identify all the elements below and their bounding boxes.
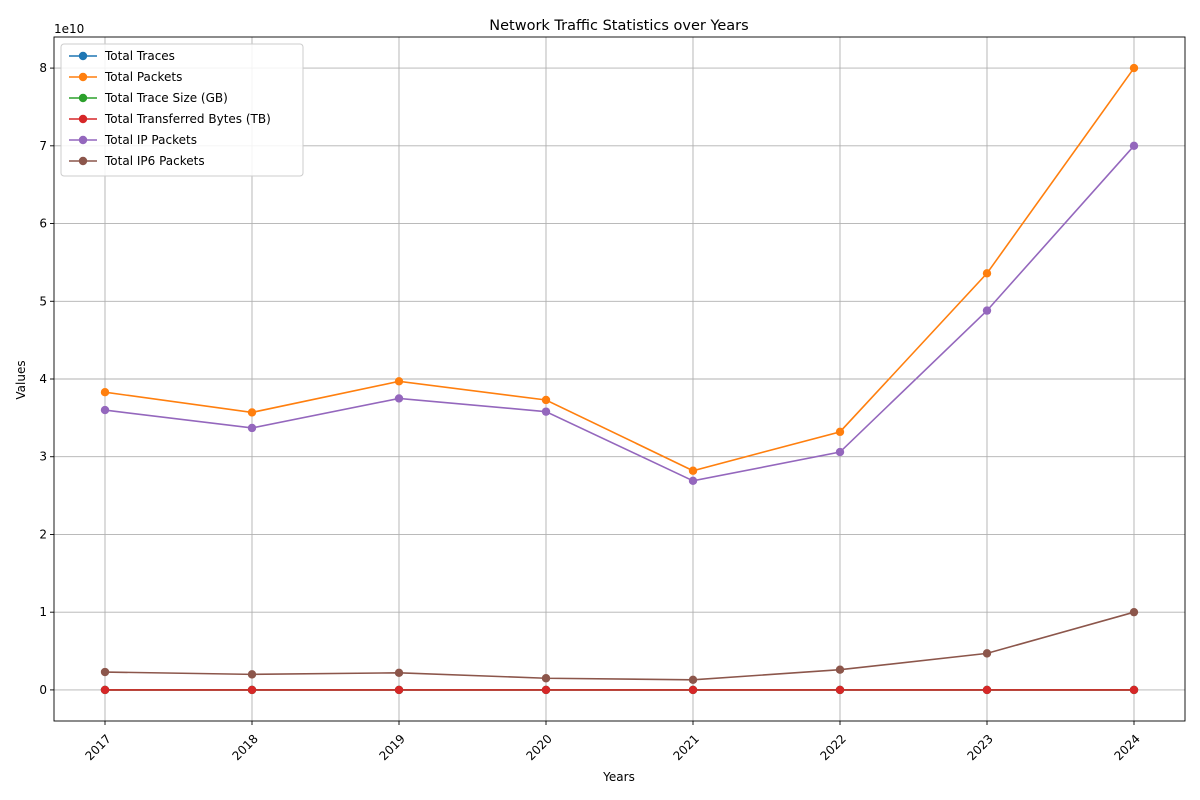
data-point xyxy=(982,685,992,695)
data-point xyxy=(100,405,110,415)
data-point xyxy=(100,667,110,677)
x-tick-label: 2024 xyxy=(1111,732,1142,763)
series-2 xyxy=(100,63,1139,475)
x-tick-label: 2017 xyxy=(82,732,113,763)
legend-label: Total IP Packets xyxy=(104,133,197,147)
data-point xyxy=(541,674,551,683)
x-tick-label: 2018 xyxy=(229,732,260,763)
y-tick-label: 8 xyxy=(39,61,47,75)
y-offset-label: 1e10 xyxy=(54,22,84,36)
data-point xyxy=(688,675,698,685)
legend-entry: Total IP Packets xyxy=(69,133,197,147)
legend-entry: Total Transferred Bytes (TB) xyxy=(69,112,271,126)
y-tick-label: 5 xyxy=(39,294,47,308)
data-point xyxy=(394,377,404,386)
data-point xyxy=(835,427,845,437)
grid xyxy=(54,37,1185,721)
data-point xyxy=(394,685,404,695)
legend-entry: Total IP6 Packets xyxy=(69,154,205,168)
y-tick-label: 7 xyxy=(39,139,47,153)
data-point xyxy=(1129,141,1139,151)
y-tick-label: 6 xyxy=(39,217,47,231)
legend-box xyxy=(60,43,304,177)
x-axis-label: Years xyxy=(602,770,635,784)
data-point xyxy=(394,668,404,678)
legend-marker xyxy=(78,51,88,61)
data-point xyxy=(541,407,551,416)
data-point xyxy=(247,685,257,695)
y-axis-label: Values xyxy=(14,360,28,399)
legend-marker xyxy=(78,114,88,124)
data-point xyxy=(1129,607,1139,617)
data-point xyxy=(982,649,992,658)
x-tick-label: 2019 xyxy=(376,732,407,763)
data-point xyxy=(835,447,845,457)
data-point xyxy=(835,665,845,674)
chart-title: Network Traffic Statistics over Years xyxy=(489,18,748,34)
x-tick-label: 2022 xyxy=(817,732,848,763)
legend-marker xyxy=(78,135,88,145)
series-line xyxy=(104,611,1135,681)
x-tick-label: 2021 xyxy=(670,732,701,763)
data-point xyxy=(100,685,110,695)
y-tick-label: 3 xyxy=(39,450,47,464)
data-point xyxy=(541,395,551,405)
data-point xyxy=(394,394,404,403)
series-line xyxy=(104,145,1135,482)
series-line xyxy=(104,67,1135,472)
legend-marker xyxy=(78,156,88,166)
series-5 xyxy=(100,141,1139,486)
x-tick-label: 2020 xyxy=(523,732,554,763)
data-point xyxy=(1129,63,1139,73)
y-tick-label: 1 xyxy=(39,605,47,619)
legend-label: Total Packets xyxy=(104,70,182,84)
x-tick-label: 2023 xyxy=(964,732,995,763)
data-point xyxy=(982,306,992,315)
data-point xyxy=(688,466,698,475)
data-point xyxy=(541,685,551,695)
legend-label: Total Trace Size (GB) xyxy=(104,91,228,105)
series-group xyxy=(100,63,1139,695)
y-tick-label: 0 xyxy=(39,683,47,697)
data-point xyxy=(247,423,257,433)
data-point xyxy=(835,685,845,695)
data-point xyxy=(247,408,257,417)
data-point xyxy=(1129,685,1139,695)
legend-label: Total Traces xyxy=(104,49,175,63)
legend: Total Traces Total Packets Total Trace Siz… xyxy=(60,43,304,177)
series-4 xyxy=(100,685,1139,695)
legend-label: Total Transferred Bytes (TB) xyxy=(104,112,271,126)
series-6 xyxy=(100,607,1139,685)
data-point xyxy=(247,670,257,679)
legend-entry: Total Traces xyxy=(69,49,175,63)
plot-frame xyxy=(53,36,1186,722)
data-point xyxy=(688,685,698,695)
y-tick-label: 4 xyxy=(39,372,47,386)
legend-label: Total IP6 Packets xyxy=(104,154,205,168)
y-tick-label: 2 xyxy=(39,527,47,541)
legend-marker xyxy=(78,72,88,82)
data-point xyxy=(688,476,698,486)
legend-entry: Total Packets xyxy=(69,70,182,84)
data-point xyxy=(100,388,110,397)
legend-entry: Total Trace Size (GB) xyxy=(69,91,228,105)
legend-marker xyxy=(78,93,88,103)
data-point xyxy=(982,269,992,278)
